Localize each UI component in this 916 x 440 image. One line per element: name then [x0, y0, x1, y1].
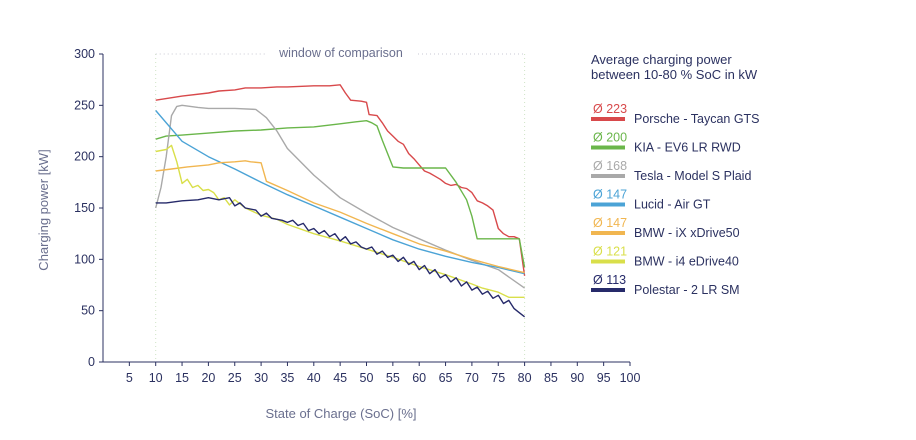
legend: Average charging power between 10-80 % S…: [591, 52, 760, 297]
y-tick-label: 200: [74, 150, 95, 164]
series-line-5: [155, 144, 525, 298]
y-tick-label: 300: [74, 47, 95, 61]
x-axis-label: State of Charge (SoC) [%]: [265, 406, 416, 421]
x-tick-label: 45: [333, 371, 347, 385]
x-tick-label: 100: [620, 371, 641, 385]
x-tick-label: 95: [597, 371, 611, 385]
legend-average-value: Ø 223: [593, 102, 627, 116]
legend-item: Ø 147 BMW - iX xDrive50: [591, 216, 740, 240]
legend-average-value: Ø 121: [593, 245, 627, 259]
series-line-0: [155, 84, 526, 276]
y-tick-label: 100: [74, 252, 95, 266]
legend-swatch: [591, 174, 625, 178]
series-line-3: [155, 110, 525, 275]
series-line-1: [155, 120, 526, 268]
series-line-2: [155, 104, 526, 289]
legend-series-name: Lucid - Air GT: [634, 198, 711, 212]
legend-average-value: Ø 147: [593, 216, 627, 230]
x-tick-label: 50: [360, 371, 374, 385]
x-tick-label: 30: [254, 371, 268, 385]
legend-series-name: Polestar - 2 LR SM: [634, 283, 740, 297]
legend-swatch: [591, 117, 625, 121]
axes: 0 50 100 150 200 250 300 5 10 15 20 25 30 35 40 45 50 55 6…: [74, 47, 640, 385]
legend-item: Ø 223 Porsche - Taycan GTS: [591, 102, 760, 126]
x-tick-label: 10: [149, 371, 163, 385]
y-tick-label: 0: [88, 355, 95, 369]
legend-title-line2: between 10-80 % SoC in kW: [591, 67, 758, 82]
grid-layer: [155, 53, 526, 362]
x-tick-label: 20: [201, 371, 215, 385]
x-tick-label: 75: [491, 371, 505, 385]
legend-swatch: [591, 259, 625, 264]
legend-item: Ø 168 Tesla - Model S Plaid: [591, 159, 751, 183]
legend-swatch: [591, 231, 625, 235]
x-tick-label: 40: [307, 371, 321, 385]
legend-swatch: [591, 202, 625, 207]
series-line-6: [155, 197, 526, 318]
y-tick-label: 50: [81, 304, 95, 318]
legend-item: Ø 147 Lucid - Air GT: [591, 188, 711, 212]
legend-series-name: Porsche - Taycan GTS: [634, 112, 760, 126]
legend-average-value: Ø 147: [593, 188, 627, 202]
legend-average-value: Ø 200: [593, 131, 627, 145]
legend-series-name: BMW - iX xDrive50: [634, 226, 740, 240]
x-tick-label: 55: [386, 371, 400, 385]
x-tick-label: 85: [544, 371, 558, 385]
legend-item: Ø 113 Polestar - 2 LR SM: [591, 273, 740, 297]
series-line-4: [155, 160, 525, 274]
legend-swatch: [591, 288, 625, 292]
window-label: window of comparison: [278, 46, 403, 60]
legend-series-name: Tesla - Model S Plaid: [634, 169, 751, 183]
legend-series-name: BMW - i4 eDrive40: [634, 255, 739, 269]
x-tick-label: 15: [175, 371, 189, 385]
x-tick-label: 25: [228, 371, 242, 385]
y-axis-label: Charging power [kW]: [36, 149, 51, 270]
x-tick-label: 80: [518, 371, 532, 385]
legend-average-value: Ø 168: [593, 159, 627, 173]
x-tick-label: 70: [465, 371, 479, 385]
y-tick-label: 150: [74, 201, 95, 215]
x-tick-label: 65: [439, 371, 453, 385]
x-tick-label: 90: [570, 371, 584, 385]
legend-swatch: [591, 145, 625, 150]
legend-item: Ø 121 BMW - i4 eDrive40: [591, 245, 739, 269]
series-lines: [155, 84, 526, 318]
y-tick-label: 250: [74, 98, 95, 112]
legend-average-value: Ø 113: [593, 273, 626, 287]
x-tick-label: 60: [412, 371, 426, 385]
legend-item: Ø 200 KIA - EV6 LR RWD: [591, 131, 741, 155]
x-tick-label: 35: [280, 371, 294, 385]
legend-series-name: KIA - EV6 LR RWD: [634, 141, 741, 155]
x-tick-label: 5: [126, 371, 133, 385]
legend-title-line1: Average charging power: [591, 52, 732, 67]
